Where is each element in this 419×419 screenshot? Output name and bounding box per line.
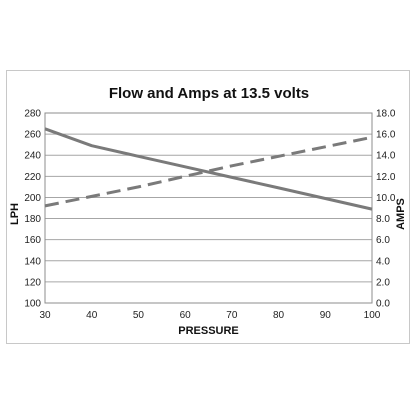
y2-tick-label: 12.0 bbox=[376, 172, 396, 183]
y-tick-label: 280 bbox=[24, 109, 41, 120]
y-tick-label: 220 bbox=[24, 172, 41, 183]
y2-tick-label: 6.0 bbox=[376, 235, 390, 246]
chart-frame: Flow and Amps at 13.5 volts 100 120 140 160… bbox=[6, 70, 410, 344]
x-axis-title: PRESSURE bbox=[178, 325, 239, 337]
y-tick-label: 260 bbox=[24, 130, 41, 141]
y-tick-label: 240 bbox=[24, 151, 41, 162]
y2-tick-label: 0.0 bbox=[376, 299, 390, 310]
x-axis-ticks: 30 40 50 60 70 80 90 100 bbox=[39, 310, 380, 321]
y2-tick-label: 16.0 bbox=[376, 130, 396, 141]
x-tick-label: 50 bbox=[133, 310, 145, 321]
y-tick-label: 200 bbox=[24, 193, 41, 204]
series-layer bbox=[44, 127, 373, 211]
y2-tick-label: 18.0 bbox=[376, 109, 396, 120]
y2-tick-label: 2.0 bbox=[376, 277, 390, 288]
x-tick-label: 60 bbox=[180, 310, 192, 321]
x-tick-label: 90 bbox=[320, 310, 332, 321]
x-tick-label: 70 bbox=[226, 310, 238, 321]
x-tick-label: 100 bbox=[364, 310, 381, 321]
y2-tick-label: 10.0 bbox=[376, 193, 396, 204]
y2-tick-label: 14.0 bbox=[376, 151, 396, 162]
grid-lines bbox=[45, 112, 372, 304]
y-tick-label: 120 bbox=[24, 277, 41, 288]
flow-series-line bbox=[44, 127, 373, 211]
plot-area bbox=[44, 112, 373, 304]
y2-tick-label: 4.0 bbox=[376, 256, 390, 267]
x-tick-label: 40 bbox=[86, 310, 98, 321]
y2-axis-ticks: 0.0 2.0 4.0 6.0 8.0 10.0 12.0 14.0 16.0 18.0 bbox=[376, 109, 396, 310]
y-tick-label: 140 bbox=[24, 256, 41, 267]
y2-axis-title: AMPS bbox=[395, 198, 407, 230]
y-tick-label: 180 bbox=[24, 214, 41, 225]
y-tick-label: 160 bbox=[24, 235, 41, 246]
x-tick-label: 80 bbox=[273, 310, 285, 321]
y2-tick-label: 8.0 bbox=[376, 214, 390, 225]
chart-svg: Flow and Amps at 13.5 volts 100 120 140 160… bbox=[9, 85, 407, 337]
y-tick-label: 100 bbox=[24, 299, 41, 310]
amps-series-line bbox=[44, 135, 373, 208]
x-tick-label: 30 bbox=[39, 310, 51, 321]
y-axis-ticks: 100 120 140 160 180 200 220 240 260 280 bbox=[24, 109, 41, 310]
y-axis-title: LPH bbox=[9, 203, 21, 225]
chart-title: Flow and Amps at 13.5 volts bbox=[109, 85, 309, 102]
